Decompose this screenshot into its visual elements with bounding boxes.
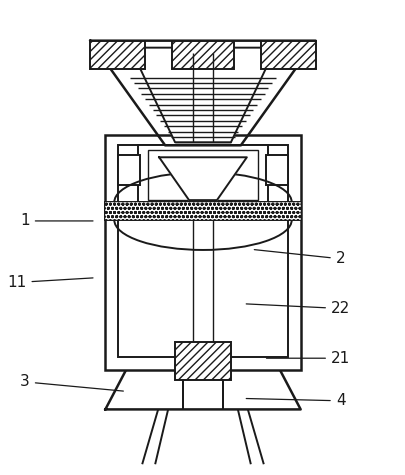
Bar <box>148 150 257 200</box>
Polygon shape <box>159 157 246 200</box>
Bar <box>105 202 300 220</box>
Polygon shape <box>90 41 315 145</box>
Bar <box>118 155 140 185</box>
Text: 3: 3 <box>20 374 123 391</box>
Bar <box>138 145 267 202</box>
Text: 1: 1 <box>20 213 93 228</box>
Bar <box>172 41 233 68</box>
Text: 21: 21 <box>266 351 350 366</box>
Bar <box>118 145 287 357</box>
Bar <box>265 155 287 185</box>
Bar <box>90 41 145 68</box>
Text: 2: 2 <box>254 250 345 266</box>
Polygon shape <box>105 370 300 409</box>
Text: 11: 11 <box>7 275 93 290</box>
Bar <box>175 342 230 380</box>
Text: 22: 22 <box>245 301 350 316</box>
Bar <box>105 202 300 220</box>
Polygon shape <box>130 48 275 142</box>
Bar <box>105 135 300 370</box>
Text: 4: 4 <box>245 393 345 408</box>
Bar <box>260 41 315 68</box>
